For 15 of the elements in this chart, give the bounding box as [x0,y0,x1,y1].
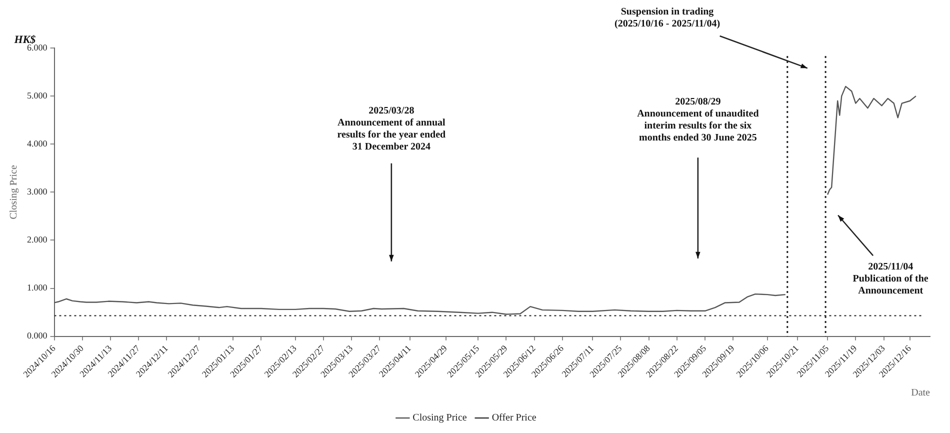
y-axis-title: Closing Price [8,164,20,220]
y-tick-label: 3.000 [27,186,48,197]
text: Suspension in trading (2025/10/16 - 2025/11/04) [614,6,720,30]
y-tick-label: 4.000 [27,138,48,148]
y-tick-label: 5.000 [27,90,48,100]
legend-label: Offer Price [492,412,537,424]
y-tick-label: 1.000 [27,282,48,293]
y-tick-label: 2.000 [27,234,48,245]
annotation: 2025/08/29 Announcement of unaudited interim results for the six months ended 30 June 2025 [637,96,760,144]
annotation: 2025/03/28 Announcement of annual results for the year ended 31 December 2024 [337,105,446,152]
legend-label: Closing Price [412,412,468,424]
text: HK$ [13,34,36,46]
x-axis-title: Date [911,388,931,399]
y-tick-label: 0.000 [27,330,48,341]
annotation: 2025/11/04 Publication of the Announcement [852,261,929,296]
